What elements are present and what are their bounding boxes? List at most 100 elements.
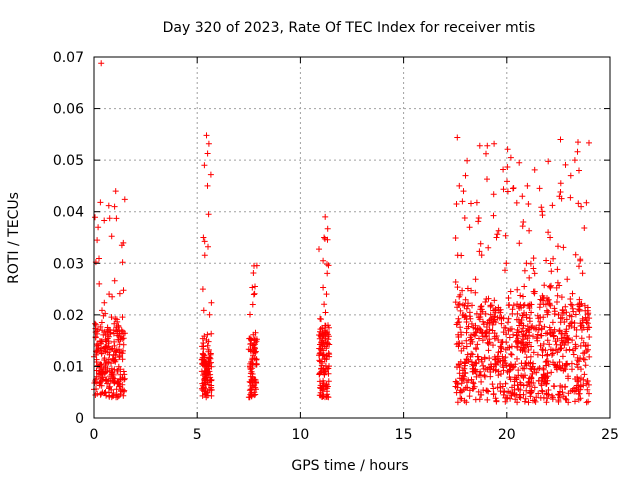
data-point bbox=[550, 332, 557, 339]
data-point bbox=[493, 234, 500, 241]
data-point bbox=[568, 323, 575, 330]
data-point bbox=[576, 308, 583, 314]
data-point bbox=[575, 358, 582, 365]
data-point bbox=[570, 351, 577, 358]
data-point bbox=[201, 377, 208, 384]
data-point bbox=[514, 286, 521, 293]
data-point bbox=[479, 329, 486, 336]
data-point bbox=[521, 283, 528, 290]
data-point bbox=[253, 380, 260, 386]
data-point bbox=[516, 394, 523, 400]
data-point bbox=[463, 356, 470, 363]
data-point bbox=[119, 356, 126, 363]
data-point bbox=[324, 270, 331, 277]
data-point bbox=[207, 351, 214, 358]
data-point bbox=[99, 307, 105, 314]
data-point bbox=[201, 238, 208, 245]
data-point bbox=[565, 375, 572, 382]
data-point bbox=[526, 383, 533, 390]
data-point bbox=[469, 302, 475, 309]
data-point bbox=[500, 329, 507, 336]
data-point bbox=[476, 335, 482, 342]
data-point bbox=[504, 394, 511, 401]
data-point bbox=[528, 366, 535, 373]
data-point bbox=[559, 389, 566, 396]
data-point bbox=[580, 382, 587, 389]
data-point bbox=[459, 287, 466, 294]
data-point bbox=[253, 360, 260, 367]
y-axis-label: ROTI / TECUs bbox=[6, 192, 22, 284]
data-point bbox=[557, 180, 564, 187]
data-point bbox=[205, 371, 212, 378]
data-point bbox=[317, 332, 324, 339]
data-point bbox=[525, 347, 532, 353]
data-point bbox=[490, 385, 497, 392]
data-point bbox=[582, 362, 589, 369]
data-point bbox=[583, 348, 590, 355]
data-point bbox=[482, 299, 489, 305]
data-point bbox=[533, 369, 540, 376]
data-point bbox=[322, 213, 329, 220]
data-point bbox=[584, 320, 591, 327]
data-point bbox=[513, 332, 520, 339]
data-point bbox=[544, 330, 551, 337]
data-point bbox=[454, 284, 461, 291]
data-point bbox=[106, 385, 112, 392]
data-point bbox=[324, 340, 331, 347]
data-point bbox=[573, 361, 580, 368]
data-point bbox=[570, 308, 577, 315]
data-point bbox=[473, 310, 480, 317]
data-point bbox=[513, 199, 520, 206]
data-point bbox=[577, 257, 584, 264]
data-point bbox=[540, 295, 547, 302]
data-point bbox=[475, 314, 482, 321]
data-point bbox=[569, 366, 575, 373]
data-point bbox=[483, 150, 489, 157]
data-point bbox=[318, 365, 325, 372]
data-point bbox=[525, 379, 532, 386]
data-point bbox=[466, 393, 473, 400]
data-point bbox=[118, 327, 125, 334]
data-point bbox=[205, 140, 212, 147]
data-point bbox=[565, 390, 572, 397]
data-point bbox=[484, 328, 490, 335]
data-point bbox=[504, 164, 511, 170]
data-point bbox=[506, 334, 513, 341]
data-point bbox=[511, 390, 518, 397]
data-point bbox=[502, 267, 508, 274]
data-point bbox=[523, 387, 530, 394]
data-point bbox=[492, 319, 499, 326]
data-point bbox=[102, 310, 109, 317]
data-point bbox=[101, 299, 108, 306]
data-point bbox=[556, 193, 563, 200]
data-point bbox=[467, 340, 474, 347]
data-point bbox=[542, 301, 549, 308]
data-point bbox=[507, 376, 514, 383]
data-point bbox=[502, 346, 509, 353]
x-tick-label: 10 bbox=[291, 427, 309, 443]
data-point bbox=[563, 326, 570, 333]
data-point bbox=[556, 327, 563, 334]
data-point bbox=[571, 157, 578, 164]
data-point bbox=[119, 259, 126, 266]
data-point bbox=[472, 325, 479, 332]
data-point bbox=[514, 343, 520, 350]
data-point bbox=[514, 382, 521, 389]
data-point bbox=[501, 357, 508, 364]
data-point bbox=[473, 373, 480, 380]
data-point bbox=[554, 299, 560, 305]
data-point bbox=[250, 291, 257, 298]
data-point bbox=[502, 380, 509, 387]
data-point bbox=[516, 240, 523, 247]
data-point bbox=[547, 284, 554, 291]
data-point bbox=[507, 395, 514, 402]
data-point bbox=[585, 346, 591, 353]
data-point bbox=[578, 366, 584, 373]
data-point bbox=[207, 171, 214, 178]
data-point bbox=[252, 329, 259, 336]
data-point bbox=[504, 178, 510, 185]
data-point bbox=[521, 301, 528, 308]
data-point bbox=[580, 376, 587, 383]
data-point bbox=[464, 285, 471, 292]
data-point bbox=[105, 338, 112, 345]
